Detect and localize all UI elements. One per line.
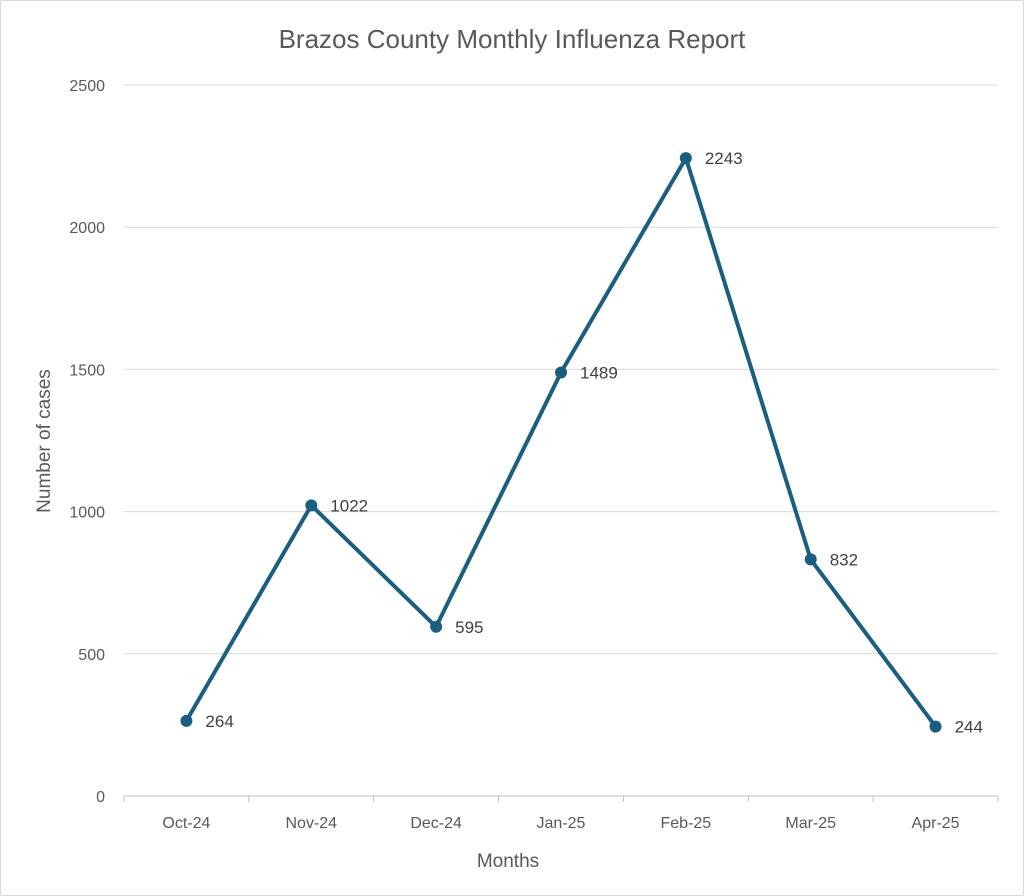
data-point xyxy=(430,620,443,633)
y-axis-ticks: 0 500 1000 1500 2000 2500 xyxy=(69,78,105,806)
y-tick-label: 2000 xyxy=(69,220,105,237)
x-tick-label: Oct-24 xyxy=(162,815,210,832)
data-label: 1489 xyxy=(580,364,618,383)
x-tick-label: Apr-25 xyxy=(912,815,960,832)
x-tick-label: Mar-25 xyxy=(785,815,836,832)
y-tick-label: 0 xyxy=(96,789,105,806)
x-tick-label: Dec-24 xyxy=(410,815,462,832)
x-axis-label: Months xyxy=(477,851,539,872)
data-label: 2243 xyxy=(705,149,743,168)
y-axis-label: Number of cases xyxy=(34,369,55,513)
y-tick-label: 500 xyxy=(78,647,105,664)
y-tick-label: 1000 xyxy=(69,505,105,522)
x-tick-label: Jan-25 xyxy=(537,815,586,832)
y-tick-label: 2500 xyxy=(69,78,105,95)
data-label: 264 xyxy=(205,712,233,731)
data-point xyxy=(180,714,193,727)
x-tick-label: Nov-24 xyxy=(285,815,337,832)
data-label: 244 xyxy=(955,718,983,737)
data-label: 832 xyxy=(830,550,858,569)
x-axis-ticks: Oct-24 Nov-24 Dec-24 Jan-25 Feb-25 Mar-25 Apr-… xyxy=(162,815,959,832)
series-line xyxy=(184,156,938,729)
data-point xyxy=(679,152,692,165)
chart-title: Brazos County Monthly Influenza Report xyxy=(279,24,747,54)
data-labels: 264 1022 595 1489 2243 832 244 xyxy=(205,149,983,737)
data-point xyxy=(929,720,942,733)
data-label: 1022 xyxy=(330,496,368,515)
x-tick-label: Feb-25 xyxy=(661,815,712,832)
y-tick-label: 1500 xyxy=(69,362,105,379)
data-point xyxy=(804,553,817,566)
data-point xyxy=(305,499,318,512)
series-markers xyxy=(180,152,942,733)
data-label: 595 xyxy=(455,618,483,637)
x-axis xyxy=(123,795,999,802)
data-point xyxy=(555,366,567,379)
